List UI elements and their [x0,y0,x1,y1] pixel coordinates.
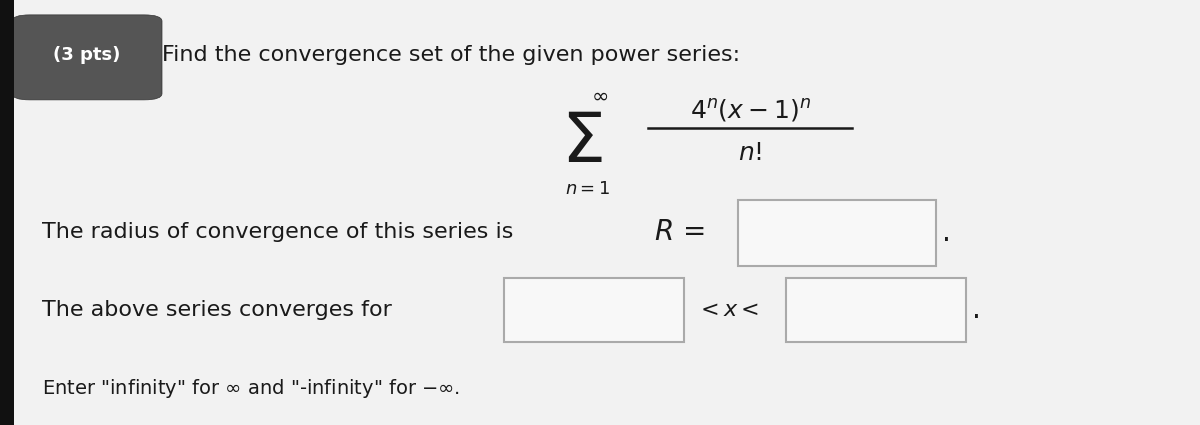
Text: $n!$: $n!$ [738,141,762,165]
Text: $R$ =: $R$ = [654,218,704,246]
FancyBboxPatch shape [12,15,162,100]
Text: .: . [972,296,980,324]
Text: $4^n(x-1)^n$: $4^n(x-1)^n$ [690,97,810,124]
Text: $\infty$: $\infty$ [592,85,608,106]
Text: $< x <$: $< x <$ [696,300,760,320]
FancyBboxPatch shape [14,0,1200,425]
FancyBboxPatch shape [504,278,684,342]
Text: (3 pts): (3 pts) [53,46,120,64]
FancyBboxPatch shape [0,0,14,425]
Text: $n{=}1$: $n{=}1$ [565,180,611,198]
FancyBboxPatch shape [786,278,966,342]
FancyBboxPatch shape [738,200,936,266]
Text: The above series converges for: The above series converges for [42,300,392,320]
Text: Find the convergence set of the given power series:: Find the convergence set of the given po… [162,45,740,65]
Text: The radius of convergence of this series is: The radius of convergence of this series… [42,221,514,242]
Text: Enter "infinity" for $\infty$ and "-infinity" for $-\infty$.: Enter "infinity" for $\infty$ and "-infi… [42,377,460,400]
Text: $\Sigma$: $\Sigma$ [562,109,602,176]
Text: .: . [942,219,950,247]
